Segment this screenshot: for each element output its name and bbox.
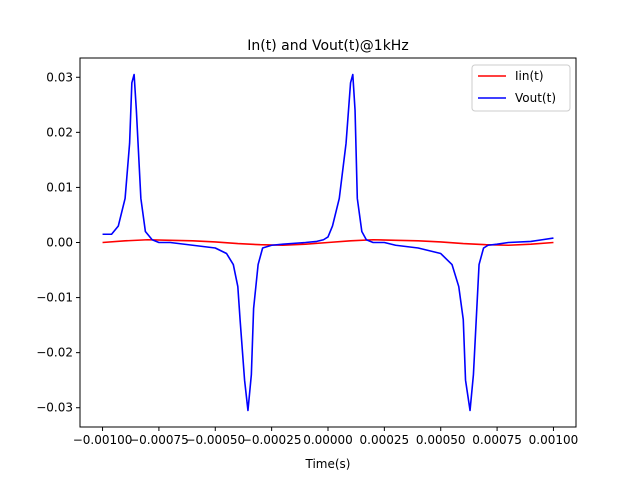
- legend-label-vout: Vout(t): [515, 91, 556, 105]
- y-axis-ticks: −0.03 −0.02 −0.01 0.00 0.01 0.02 0.03: [36, 70, 80, 415]
- x-tick-label: −0.00100: [73, 433, 133, 447]
- y-tick-label: 0.03: [46, 70, 73, 84]
- x-tick-label: 0.00025: [360, 433, 410, 447]
- y-tick-label: −0.03: [36, 401, 73, 415]
- series-line-iin: [102, 238, 554, 247]
- chart-title: In(t) and Vout(t)@1kHz: [247, 38, 408, 54]
- x-tick-label: 0.00000: [303, 433, 353, 447]
- x-tick-label: −0.00025: [242, 433, 302, 447]
- series-line-vout: [102, 73, 554, 412]
- series-layer: [102, 73, 554, 412]
- y-tick-label: 0.02: [46, 125, 73, 139]
- x-tick-label: 0.00050: [416, 433, 466, 447]
- y-tick-label: −0.02: [36, 346, 73, 360]
- x-axis-label: Time(s): [305, 457, 351, 471]
- x-tick-label: 0.00100: [529, 433, 579, 447]
- x-tick-label: 0.00075: [472, 433, 522, 447]
- y-tick-label: 0.00: [46, 236, 73, 250]
- x-axis-ticks: −0.00100−0.00075−0.00050−0.00025 0.00000 0…: [73, 427, 579, 447]
- x-tick-label: −0.00075: [129, 433, 189, 447]
- y-tick-label: −0.01: [36, 291, 73, 305]
- y-tick-label: 0.01: [46, 180, 73, 194]
- x-tick-label: −0.00050: [185, 433, 245, 447]
- legend: Iin(t) Vout(t): [471, 64, 571, 112]
- legend-label-iin: Iin(t): [515, 69, 544, 83]
